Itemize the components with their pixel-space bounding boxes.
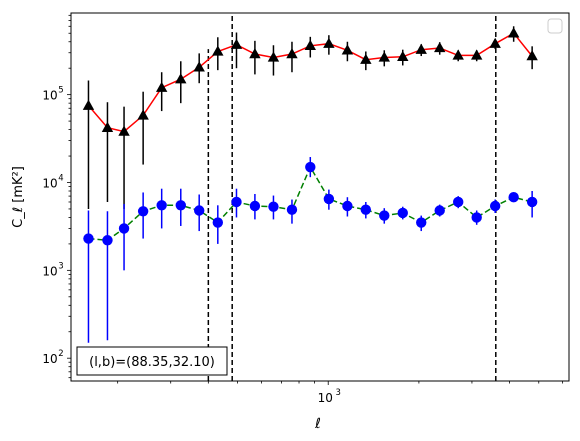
series-2-marker xyxy=(323,193,335,205)
coordinate-annotation: (l,b)=(88.35,32.10) xyxy=(89,355,215,370)
series-2-marker xyxy=(286,204,298,215)
series-2-marker xyxy=(83,233,94,244)
y-tick-label-exponent: 3 xyxy=(58,261,63,271)
series-2-marker xyxy=(118,223,130,234)
x-tick-label: 10 xyxy=(318,391,333,405)
series-2-marker xyxy=(268,201,279,212)
series-1-marker xyxy=(212,45,224,56)
series-2-marker xyxy=(212,217,224,228)
label-layer: 10 310 210 310 410 5 xyxy=(42,86,341,405)
series-2-marker xyxy=(489,200,501,212)
series-1-marker xyxy=(526,50,538,61)
series-2-marker xyxy=(342,200,353,212)
series-2-marker xyxy=(434,205,445,216)
series-1-marker xyxy=(101,121,114,132)
series-2-marker xyxy=(249,200,261,212)
series-1-marker xyxy=(415,43,427,54)
series-1-marker xyxy=(82,99,95,110)
series-2-marker xyxy=(360,204,372,215)
series-2-marker xyxy=(526,196,538,208)
series-1-marker xyxy=(230,38,243,49)
annotation-box xyxy=(76,346,228,376)
data-layer xyxy=(82,13,538,381)
series-2-marker xyxy=(102,235,113,246)
y-tick-label: 10 xyxy=(42,89,57,103)
series-1-marker xyxy=(304,39,316,50)
series-2-marker xyxy=(416,217,427,228)
series-2-marker xyxy=(175,200,186,211)
series-1-marker xyxy=(175,73,187,84)
series-2-marker xyxy=(137,206,149,217)
series-1-marker xyxy=(470,49,483,60)
series-1-marker xyxy=(378,51,390,62)
series-1-marker xyxy=(193,61,205,72)
series-1-marker xyxy=(286,48,298,59)
series-1-marker xyxy=(323,37,335,48)
series-1-marker xyxy=(507,27,520,38)
series-2-marker xyxy=(453,196,464,208)
series-1-marker xyxy=(267,51,280,62)
y-tick-label: 10 xyxy=(42,176,57,190)
y-axis-label: C_ℓ [mK²] xyxy=(11,166,26,228)
series-2-marker xyxy=(193,205,205,216)
y-tick-label-exponent: 4 xyxy=(58,173,63,183)
series-2-marker xyxy=(508,192,519,203)
series-2-marker xyxy=(305,161,316,173)
y-tick-label-exponent: 5 xyxy=(58,86,63,96)
series-2-marker xyxy=(156,200,167,211)
series-1-marker xyxy=(155,81,168,92)
series-1-marker xyxy=(118,125,130,136)
series-1-marker xyxy=(434,41,446,53)
plot-frame xyxy=(70,12,570,382)
x-axis-label: ℓ xyxy=(314,416,321,432)
series-2-marker xyxy=(397,207,408,219)
y-tick-label: 10 xyxy=(42,352,57,366)
series-1-marker xyxy=(397,50,409,61)
series-1-marker xyxy=(137,109,149,120)
series-1-marker xyxy=(341,44,354,55)
series-2-marker xyxy=(471,212,482,223)
series-2-marker xyxy=(231,196,242,208)
series-1-marker xyxy=(360,53,372,64)
series-1-marker xyxy=(489,37,501,48)
y-tick-label-exponent: 2 xyxy=(58,349,63,359)
series-1-marker xyxy=(452,49,464,60)
series-2-marker xyxy=(379,210,390,221)
x-tick-label-exponent: 3 xyxy=(336,388,341,398)
y-tick-label: 10 xyxy=(42,264,57,278)
legend-box xyxy=(547,18,563,34)
series-1-marker xyxy=(249,48,261,59)
